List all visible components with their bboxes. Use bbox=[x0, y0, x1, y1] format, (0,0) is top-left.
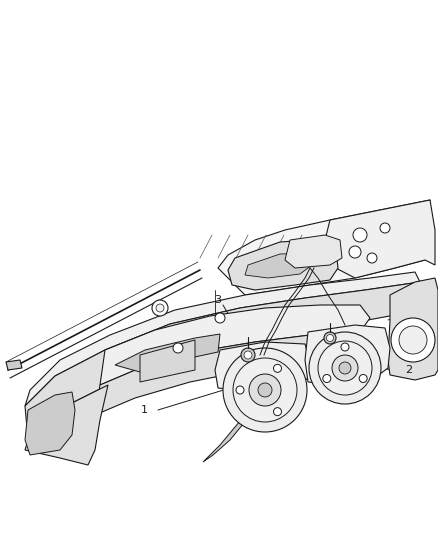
Circle shape bbox=[156, 304, 164, 312]
Polygon shape bbox=[25, 282, 422, 440]
Circle shape bbox=[236, 386, 244, 394]
Circle shape bbox=[326, 335, 333, 342]
Circle shape bbox=[233, 358, 297, 422]
Circle shape bbox=[323, 375, 331, 383]
Text: 1: 1 bbox=[141, 405, 148, 415]
Polygon shape bbox=[285, 235, 342, 268]
Circle shape bbox=[223, 348, 307, 432]
Text: 3: 3 bbox=[215, 295, 222, 305]
Polygon shape bbox=[95, 332, 365, 415]
Polygon shape bbox=[25, 385, 108, 465]
Circle shape bbox=[244, 351, 252, 359]
Circle shape bbox=[273, 408, 282, 416]
Circle shape bbox=[173, 343, 183, 353]
Circle shape bbox=[309, 332, 381, 404]
Polygon shape bbox=[325, 200, 435, 278]
Circle shape bbox=[324, 332, 336, 344]
Circle shape bbox=[215, 313, 225, 323]
Circle shape bbox=[341, 343, 349, 351]
Circle shape bbox=[152, 300, 168, 316]
Polygon shape bbox=[305, 325, 390, 385]
Polygon shape bbox=[245, 253, 312, 278]
Polygon shape bbox=[388, 278, 438, 380]
Polygon shape bbox=[115, 334, 220, 372]
Circle shape bbox=[399, 326, 427, 354]
Circle shape bbox=[349, 246, 361, 258]
Circle shape bbox=[339, 362, 351, 374]
Polygon shape bbox=[6, 360, 22, 370]
Circle shape bbox=[46, 424, 58, 436]
Polygon shape bbox=[215, 342, 310, 392]
Circle shape bbox=[249, 374, 281, 406]
Text: 2: 2 bbox=[405, 365, 412, 375]
Polygon shape bbox=[140, 340, 195, 382]
Circle shape bbox=[258, 383, 272, 397]
Circle shape bbox=[311, 246, 319, 254]
Circle shape bbox=[332, 355, 358, 381]
Polygon shape bbox=[100, 305, 370, 385]
Circle shape bbox=[318, 341, 372, 395]
Circle shape bbox=[353, 228, 367, 242]
Polygon shape bbox=[345, 235, 395, 257]
Circle shape bbox=[241, 348, 255, 362]
Polygon shape bbox=[25, 272, 420, 406]
Polygon shape bbox=[228, 240, 338, 290]
Circle shape bbox=[273, 365, 282, 373]
Circle shape bbox=[307, 242, 323, 258]
Circle shape bbox=[367, 253, 377, 263]
Polygon shape bbox=[218, 200, 430, 295]
Circle shape bbox=[391, 318, 435, 362]
Circle shape bbox=[359, 375, 367, 383]
Circle shape bbox=[380, 223, 390, 233]
Polygon shape bbox=[203, 412, 253, 462]
Polygon shape bbox=[25, 392, 75, 455]
